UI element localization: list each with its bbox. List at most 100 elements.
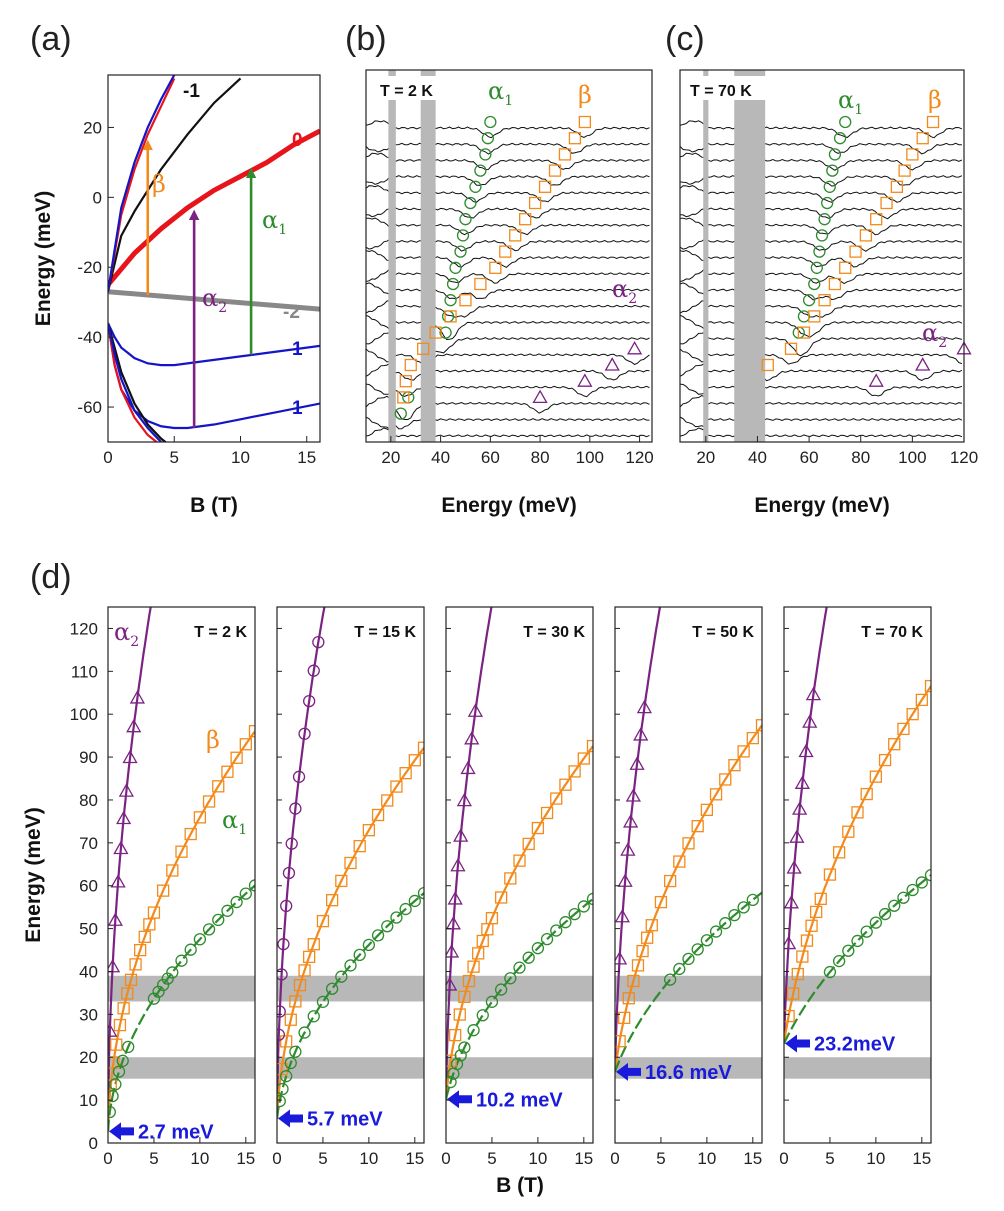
- beta-marker-14: [784, 342, 798, 355]
- spectrum-trace-16: [680, 383, 963, 397]
- beta-marker-4: [890, 180, 904, 193]
- beta-point-7: [645, 919, 658, 932]
- beta-point-16: [193, 811, 207, 824]
- alpha1-marker-5: [464, 196, 477, 210]
- alpha1-marker-4: [469, 180, 482, 193]
- alpha1-fit-curve: [446, 898, 593, 1100]
- beta-marker-0: [578, 115, 592, 129]
- x-tick-label-a-0: 0: [103, 448, 112, 467]
- alpha1-point-10: [915, 876, 928, 889]
- alpha2-point-5: [453, 828, 469, 842]
- beta-point-1: [449, 1028, 462, 1042]
- beta-point-18: [408, 754, 421, 767]
- x-tick-label-3: 15: [405, 1149, 424, 1168]
- beta-point-3: [289, 995, 302, 1008]
- alpha1-point-3: [112, 1065, 126, 1078]
- transition-label-alpha1: α1: [262, 206, 287, 238]
- panel-frame: [679, 69, 965, 443]
- beta-point-8: [823, 868, 837, 881]
- beta-point-10: [842, 825, 855, 838]
- alpha1-point-9: [335, 970, 348, 983]
- beta-point-13: [522, 837, 535, 851]
- alpha2-point-7: [460, 760, 476, 775]
- alpha2-marker-3: [532, 389, 548, 404]
- alpha2-point-10: [303, 694, 316, 708]
- beta-point-9: [485, 912, 499, 925]
- alpha2-marker-1: [604, 357, 620, 371]
- alpha2-fit-curve: [784, 607, 828, 1044]
- y-tick-label-a-2: -20: [77, 258, 102, 277]
- beta-point-19: [221, 765, 234, 778]
- spectrum-trace-1: [680, 142, 962, 155]
- alpha1-marker-8: [813, 245, 826, 258]
- y-tick-label-d-2: 20: [79, 1048, 98, 1067]
- beta-point-3: [627, 974, 640, 988]
- beta-point-11: [147, 906, 161, 919]
- alpha1-marker-10: [808, 277, 821, 291]
- alpha1-point-2: [450, 1057, 464, 1071]
- spectrum-trace-7: [366, 238, 650, 252]
- alpha1-point-12: [362, 938, 376, 952]
- alpha2-point-1: [277, 1005, 286, 1018]
- alpha1-point-12: [531, 942, 545, 955]
- alpha1-point-11: [353, 948, 366, 962]
- beta-point-13: [362, 824, 376, 837]
- y-tick-label-d-5: 50: [79, 920, 98, 939]
- x-tick-label-1: 40: [748, 448, 767, 467]
- alpha1-point-7: [888, 899, 901, 912]
- beta-marker-9: [489, 261, 502, 274]
- x-tick-label-1: 5: [149, 1149, 158, 1168]
- alpha1-point-3: [851, 934, 864, 948]
- alpha1-marker-1: [481, 132, 495, 145]
- beta-point-0: [277, 1062, 288, 1076]
- beta-point-11: [344, 856, 357, 870]
- beta-point-2: [622, 992, 635, 1005]
- beta-point-16: [728, 759, 741, 772]
- beta-point-3: [113, 1018, 127, 1032]
- y-tick-label-d-4: 40: [79, 962, 98, 981]
- alpha2-point-3: [110, 874, 126, 888]
- alpha2-fit-curve: [615, 607, 662, 1072]
- beta-point-15: [719, 773, 732, 786]
- beta-point-2: [791, 967, 804, 981]
- spectrum-trace-10: [680, 282, 963, 301]
- beta-point-17: [559, 778, 572, 791]
- alpha1-point-15: [390, 911, 403, 924]
- alpha1-point-6: [878, 907, 892, 921]
- x-tick-label-3: 15: [912, 1149, 931, 1168]
- alpha1-point-4: [116, 1054, 129, 1067]
- alpha2-point-2: [786, 860, 802, 874]
- subpanel-3: T = 50 K 16.6 meV 0 5 10 15: [610, 606, 763, 1168]
- beta-marker-6: [870, 213, 883, 226]
- alpha1-point-11: [175, 954, 188, 967]
- beta-marker-5: [880, 196, 893, 210]
- alpha1-marker-3: [826, 164, 839, 177]
- beta-point-0: [446, 1054, 457, 1067]
- curve-label-beta: β: [206, 726, 220, 754]
- alpha2-point-3: [620, 842, 636, 856]
- beta-marker-2: [906, 148, 919, 161]
- spectrum-trace-9: [680, 267, 963, 285]
- alpha2-point-3: [277, 938, 290, 951]
- gap-label: 5.7 meV: [307, 1109, 383, 1131]
- spectrum-trace-5: [366, 207, 650, 219]
- beta-marker-11: [818, 294, 831, 307]
- spectrum-trace-6: [680, 217, 963, 236]
- beta-point-14: [531, 821, 545, 835]
- x-tick-label-1: 5: [656, 1149, 665, 1168]
- spectrum-trace-2: [680, 152, 963, 171]
- beta-point-10: [143, 918, 156, 931]
- alpha1-marker-2: [828, 148, 842, 161]
- x-axis-label: Energy (meV): [441, 494, 576, 517]
- alpha1-point-9: [746, 893, 759, 906]
- beta-point-5: [805, 919, 818, 932]
- title-bg: [374, 76, 466, 100]
- subpanel-frame: [445, 606, 594, 1144]
- beta-point-1: [280, 1035, 293, 1048]
- alpha1-marker-7: [815, 229, 829, 242]
- beta-marker-15: [761, 358, 774, 372]
- alpha2-point-8: [636, 699, 653, 714]
- spectrum-trace-15: [366, 362, 650, 381]
- alpha2-point-1: [446, 944, 460, 958]
